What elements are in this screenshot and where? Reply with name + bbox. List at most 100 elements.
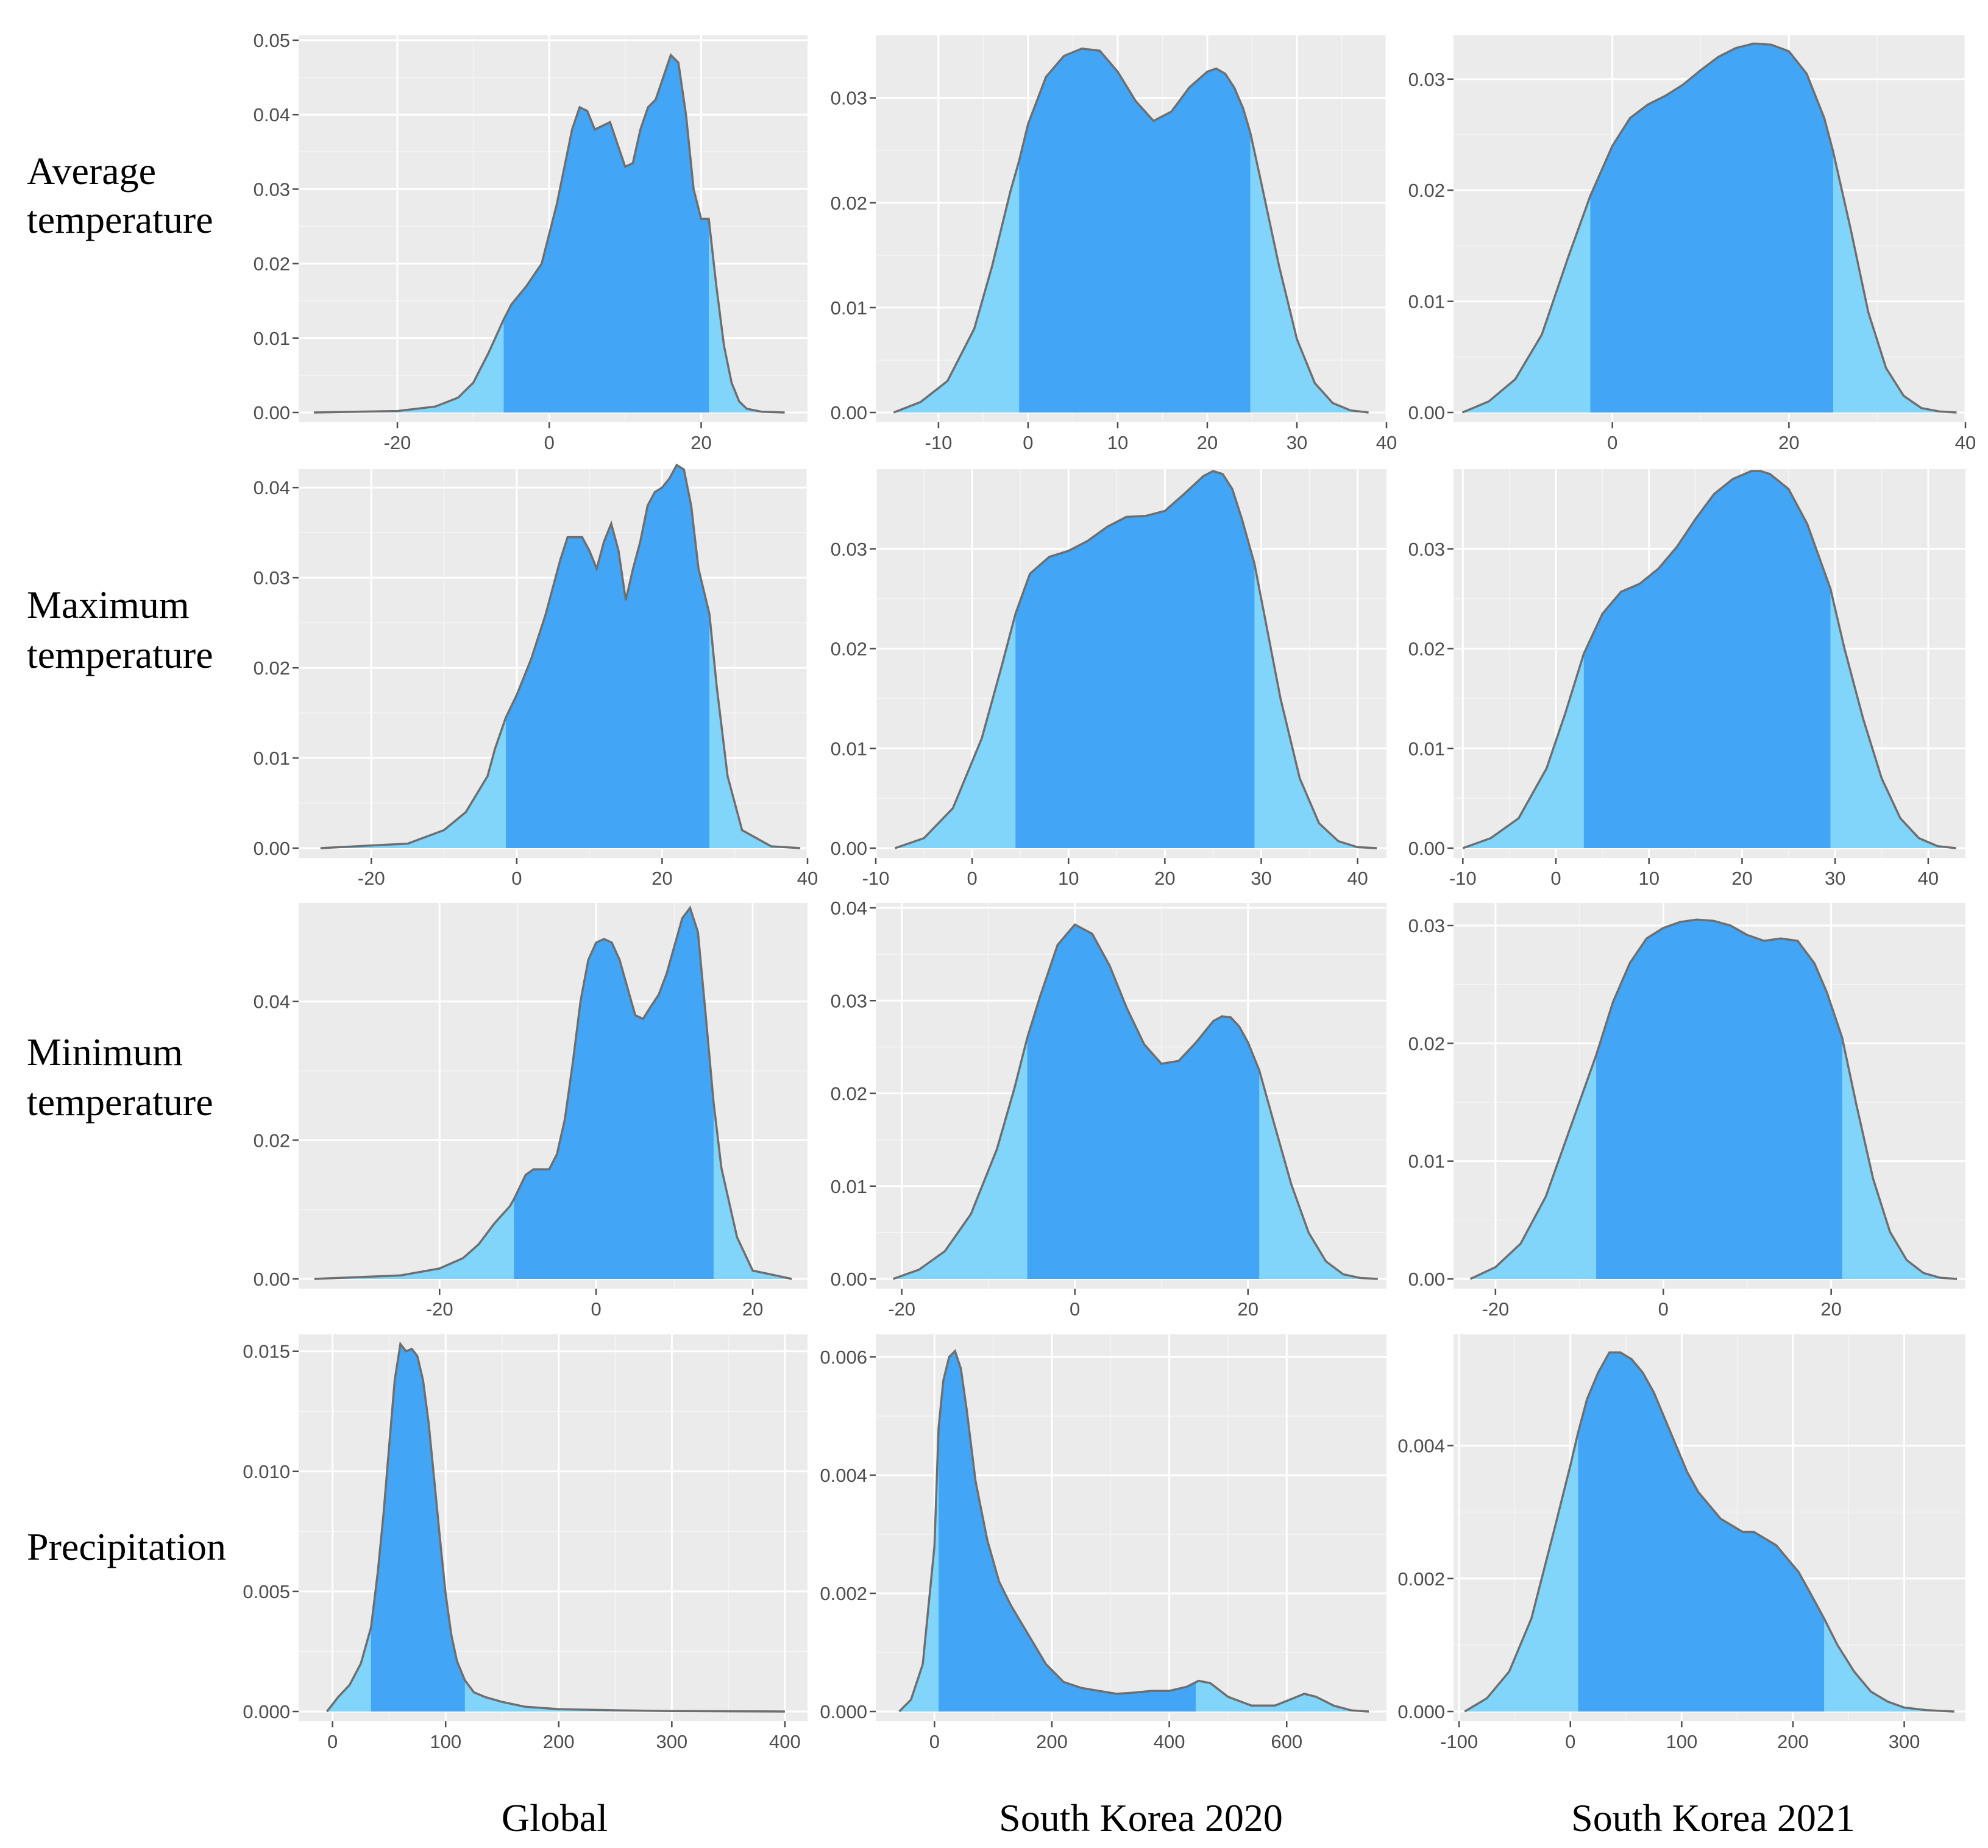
x-tick-label: 10 [1058,868,1079,889]
row-label-minimum-line1: Minimum [27,1030,183,1074]
y-tick-label: 0.000 [243,1701,290,1722]
density-curve [326,1341,785,1713]
y-tick-label: 0.02 [254,253,290,275]
y-tick-label: 0.03 [831,990,867,1011]
density-curve [1462,470,1956,849]
y-tick-label: 0.03 [831,88,867,109]
density-panel: 0.00 0.01 0.02 0.03 -10 0 10 20 30 40 [831,35,1397,453]
density-curve [320,463,801,849]
y-tick-label: 0.01 [254,748,290,769]
y-tick-label: 0.006 [820,1347,867,1368]
y-tick-label: 0.01 [1408,1151,1445,1172]
density-curve [1464,1351,1954,1713]
y-tick-label: 0.01 [831,297,867,319]
x-tick-label: 0 [327,1731,338,1752]
y-tick-label: 0.01 [831,1176,867,1197]
density-curve [313,53,785,414]
density-panel: 0.000 0.002 0.004 0.006 0 200 400 600 [820,1334,1386,1752]
x-tick-label: 20 [651,868,672,889]
row-label-minimum-line2: temperature [27,1080,213,1124]
y-tick-label: 0.00 [254,838,290,859]
density-central-area [371,1344,465,1712]
density-panel: 0.00 0.01 0.02 0.03 -10 0 10 20 30 40 [1408,469,1965,889]
row-label-maximum-line1: Maximum [27,583,190,626]
x-tick-label: 40 [1376,432,1397,453]
x-tick-label: -20 [888,1298,915,1320]
y-tick-label: 0.004 [820,1465,867,1486]
y-tick-label: 0.00 [1408,402,1445,423]
x-tick-label: 0 [1550,868,1561,889]
y-tick-label: 0.03 [254,179,290,200]
density-central-area [1019,48,1251,413]
y-tick-label: 0.02 [1408,180,1445,201]
x-tick-label: 200 [1036,1731,1068,1752]
x-tick-label: 0 [1565,1731,1575,1752]
density-central-area [1578,1352,1825,1712]
y-tick-label: 0.02 [254,657,290,679]
y-tick-label: 0.01 [1408,738,1445,759]
x-tick-label: -10 [1449,868,1477,889]
density-panel: 0.00 0.01 0.02 0.03 0 20 40 [1408,35,1976,453]
y-tick-label: 0.03 [254,567,290,589]
y-tick-label: 0.02 [1408,1033,1445,1054]
density-panels: 0.000.010.020.030.040.05-20 0 200.000.010.… [243,30,1976,1752]
x-tick-label: -10 [862,868,890,889]
x-tick-label: -20 [426,1298,453,1320]
y-tick-label: 0.04 [831,897,867,919]
y-tick-label: 0.00 [254,402,290,423]
density-central-area [939,1351,1196,1712]
y-tick-label: 0.00 [831,838,867,859]
x-tick-label: 300 [1889,1731,1920,1752]
density-panel: 0.00 0.02 0.04 -20 0 20 [254,903,808,1320]
density-curve [1469,918,1958,1280]
density-panel: 0.00 0.01 0.02 0.03 0.04 0.05 -20 0 20 [254,30,808,453]
y-tick-label: 0.015 [243,1341,290,1362]
x-tick-label: 40 [797,868,818,889]
y-tick-label: 0.002 [1397,1568,1445,1590]
y-tick-label: 0.00 [1408,1269,1445,1290]
x-tick-label: 200 [1777,1731,1809,1752]
y-tick-label: 0.03 [831,539,867,560]
y-tick-label: 0.01 [1408,291,1445,313]
x-tick-label: 10 [1107,432,1128,453]
x-tick-label: -20 [358,868,385,889]
y-tick-label: 0.02 [831,1083,867,1105]
y-tick-label: 0.004 [1397,1436,1445,1457]
x-tick-label: -10 [925,432,953,453]
y-tick-label: 0.05 [254,30,290,51]
y-tick-label: 0.000 [1397,1701,1445,1722]
x-tick-label: 40 [1955,432,1976,453]
density-curve [898,1349,1369,1713]
density-curve [314,905,792,1280]
x-tick-label: 0 [1070,1298,1080,1320]
density-central-area [506,465,709,848]
y-tick-label: 0.01 [254,328,290,349]
x-tick-label: 30 [1251,868,1271,889]
x-tick-label: 0 [511,868,522,889]
density-curve [892,923,1378,1280]
density-panel: 0.00 0.01 0.02 0.03 -10 0 10 20 30 40 [831,469,1386,889]
y-tick-label: 0.00 [831,402,867,423]
x-tick-label: 20 [742,1298,763,1320]
x-tick-label: 20 [1778,432,1799,453]
row-label-average-line2: temperature [27,198,213,241]
density-panel: 0.00 0.01 0.02 0.03 0.04 -20 0 20 40 [254,463,818,889]
x-tick-label: 0 [967,868,977,889]
col-labels: Global South Korea 2020 South Korea 2021 [502,1796,1855,1839]
col-label-global: Global [502,1796,608,1839]
x-tick-label: 20 [1154,868,1175,889]
y-tick-label: 0.03 [1408,539,1445,560]
density-panel: 0.000 0.002 0.004 -100 0 100 200 300 [1397,1334,1965,1752]
y-tick-label: 0.010 [243,1461,290,1482]
col-label-south-korea-2021: South Korea 2021 [1571,1796,1855,1839]
y-tick-label: 0.000 [820,1701,867,1722]
x-tick-label: 0 [1023,432,1033,453]
density-curve [895,470,1377,849]
x-tick-label: 20 [690,432,711,453]
x-tick-label: 0 [929,1731,940,1752]
density-panel: 0.000 0.005 0.010 0.015 0 100 200 300 400 [243,1334,808,1752]
y-tick-label: 0.04 [254,477,290,498]
x-tick-label: 0 [1658,1298,1669,1320]
x-tick-label: 100 [430,1731,461,1752]
